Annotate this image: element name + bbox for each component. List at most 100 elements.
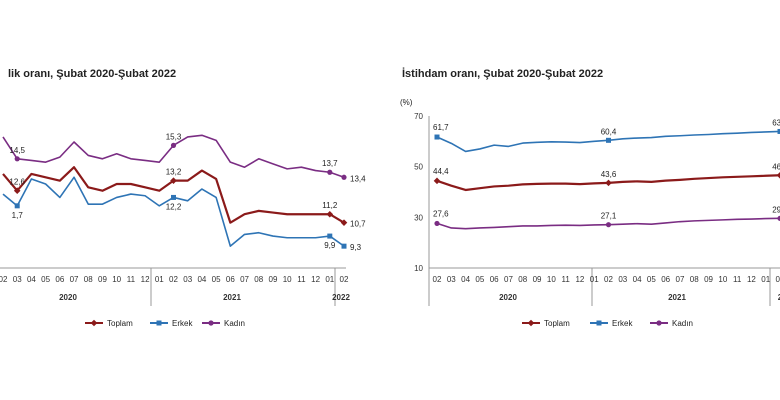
chart1-point-marker <box>14 156 20 162</box>
chart2-x-tick-label: 02 <box>433 275 442 284</box>
chart1-x-tick-label: 06 <box>226 275 235 284</box>
chart2-x-tick-label: 07 <box>504 275 513 284</box>
chart2-point-marker <box>777 215 780 221</box>
chart1-x-tick-label: 01 <box>325 275 334 284</box>
chart1-x-tick-label: 05 <box>212 275 221 284</box>
chart2-y-tick-label: 50 <box>414 163 423 172</box>
chart2-legend-marker <box>527 319 535 327</box>
chart2-x-tick-label: 05 <box>475 275 484 284</box>
chart2-y-label: (%) <box>400 98 413 107</box>
chart2-data-label: 60,4 <box>601 127 617 136</box>
chart2-x-tick-label: 12 <box>747 275 756 284</box>
chart1-data-label: 13,2 <box>166 168 182 177</box>
chart2-point-marker <box>777 128 780 134</box>
chart1-x-tick-label: 02 <box>0 275 8 284</box>
chart1-x-tick-label: 07 <box>240 275 249 284</box>
chart1-x-tick-label: 08 <box>254 275 263 284</box>
chart1-legend-label: Erkek <box>172 319 193 328</box>
chart2-x-tick-label: 10 <box>718 275 727 284</box>
chart2-legend-marker <box>596 320 602 326</box>
chart1-legend-label: Toplam <box>107 319 133 328</box>
chart1-x-tick-label: 08 <box>84 275 93 284</box>
chart1-point-marker <box>170 177 177 184</box>
chart2-data-label: 43,6 <box>601 170 617 179</box>
chart1-point-marker <box>327 169 333 175</box>
chart2-x-tick-label: 09 <box>533 275 542 284</box>
chart1-data-label: 11,2 <box>322 201 338 210</box>
chart2-x-tick-label: 02 <box>604 275 613 284</box>
chart1-series-erkek-line <box>2 176 345 247</box>
chart2-legend-label: Kadın <box>672 319 693 328</box>
chart2-x-tick-label: 03 <box>447 275 456 284</box>
chart2-point-marker <box>434 220 440 227</box>
chart1-title: lik oranı, Şubat 2020-Şubat 2022 <box>8 68 177 80</box>
chart2-year-label: 2 <box>778 293 780 302</box>
chart2-data-label: 29,6 <box>772 205 780 214</box>
chart2-point-marker <box>434 134 440 140</box>
chart2-legend-label: Toplam <box>544 319 570 328</box>
chart2-x-tick-label: 11 <box>561 275 570 284</box>
chart1-point-marker <box>327 233 333 239</box>
chart2-data-label: 27,6 <box>433 209 449 218</box>
chart1-x-tick-label: 04 <box>27 275 36 284</box>
chart1-x-tick-label: 02 <box>169 275 178 284</box>
chart2-data-label: 44,4 <box>433 167 449 176</box>
chart2-point-marker <box>605 222 612 228</box>
chart2-x-tick-label: 01 <box>761 275 770 284</box>
chart1-data-label: 14,5 <box>9 146 25 155</box>
chart2-x-tick-label: 12 <box>575 275 584 284</box>
chart1-legend-label: Kadın <box>224 319 245 328</box>
chart2-data-label: 61,7 <box>433 123 449 132</box>
chart1-data-label: 9,3 <box>350 243 362 252</box>
chart2-x-tick-label: 08 <box>690 275 699 284</box>
chart1-year-label: 2021 <box>223 293 241 302</box>
chart1-x-tick-label: 11 <box>127 275 136 284</box>
chart2-x-tick-label: 06 <box>661 275 670 284</box>
chart1-x-tick-label: 10 <box>283 275 292 284</box>
chart2-x-tick-label: 10 <box>547 275 556 284</box>
chart2-legend-label: Erkek <box>612 319 633 328</box>
chart1-data-label: 13,7 <box>322 159 338 168</box>
chart1-x-tick-label: 10 <box>112 275 121 284</box>
chart1-x-tick-label: 07 <box>70 275 79 284</box>
chart2-legend-marker <box>656 320 662 326</box>
chart2-data-label: 46,6 <box>772 162 780 171</box>
chart2-year-label: 2020 <box>499 293 517 302</box>
chart2-title: İstihdam oranı, Şubat 2020-Şubat 2022 <box>402 68 604 80</box>
chart1-x-tick-label: 12 <box>311 275 320 284</box>
chart1-x-tick-label: 02 <box>340 275 349 284</box>
chart2-x-tick-label: 07 <box>676 275 685 284</box>
chart2-x-tick-label: 03 <box>618 275 627 284</box>
chart1-x-tick-label: 11 <box>297 275 306 284</box>
chart1-year-label: 2020 <box>59 293 77 302</box>
chart1-legend-marker <box>90 319 98 327</box>
chart1-point-marker <box>13 187 21 195</box>
chart1-x-tick-label: 05 <box>41 275 50 284</box>
chart2-x-tick-label: 09 <box>704 275 713 284</box>
chart1-data-label: 10,7 <box>350 220 366 229</box>
chart2-x-tick-label: 06 <box>490 275 499 284</box>
chart1-point-marker <box>326 210 334 218</box>
chart2-y-tick-label: 70 <box>414 112 423 121</box>
chart1-x-tick-label: 01 <box>155 275 164 284</box>
chart1-x-tick-label: 09 <box>98 275 107 284</box>
chart2-point-marker <box>433 177 441 185</box>
chart1-data-label: 12,6 <box>9 178 25 187</box>
chart1-x-tick-label: 04 <box>197 275 206 284</box>
chart1-x-tick-label: 09 <box>269 275 278 284</box>
chart1-x-tick-label: 03 <box>13 275 22 284</box>
chart1-point-marker <box>340 219 348 226</box>
chart2-x-tick-label: 08 <box>518 275 527 284</box>
chart2-x-tick-label: 04 <box>633 275 642 284</box>
chart2-x-tick-label: 04 <box>461 275 470 284</box>
chart1-legend-marker <box>156 320 162 326</box>
chart1-point-marker <box>14 203 20 209</box>
chart2-x-tick-label: 02 <box>776 275 780 284</box>
chart2-data-label: 63,9 <box>772 118 780 127</box>
chart1-data-label: 1,7 <box>12 211 24 220</box>
chart2-x-tick-label: 05 <box>647 275 656 284</box>
chart1-x-tick-label: 06 <box>55 275 64 284</box>
chart2-point-marker <box>605 179 612 187</box>
chart1-point-marker <box>341 174 347 180</box>
